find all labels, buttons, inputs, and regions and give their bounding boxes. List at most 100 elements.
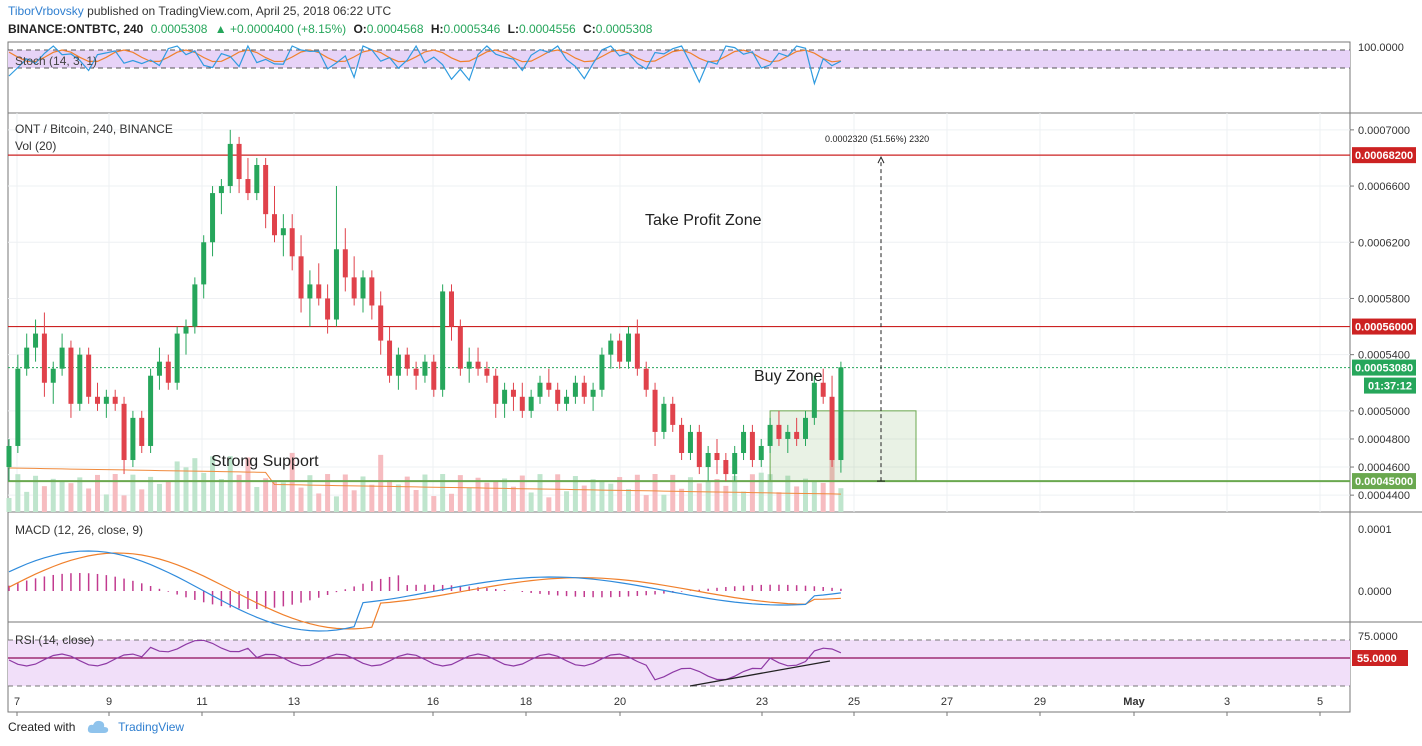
volume-bar (572, 476, 578, 512)
candle-body (404, 354, 410, 369)
candle-body (741, 431, 747, 453)
time-axis-tick: 18 (520, 696, 532, 708)
volume-bar (732, 475, 738, 512)
volume-bar (210, 456, 216, 512)
time-axis-tick: 5 (1317, 696, 1323, 708)
candle-body (829, 396, 835, 461)
candle-body (608, 340, 614, 355)
volume-bar (626, 489, 631, 512)
price-axis-tick: 0.0006600 (1358, 181, 1410, 193)
candle-body (41, 333, 47, 383)
volume-bar (696, 483, 702, 512)
open-label: O: (353, 22, 367, 36)
last-price-badge-text: 0.00053080 (1355, 363, 1413, 375)
candle-body (687, 431, 693, 453)
candle-body (156, 361, 162, 376)
time-axis-tick: 29 (1034, 696, 1046, 708)
tradingview-link[interactable]: TradingView (118, 720, 185, 734)
volume-bar (422, 474, 428, 512)
volume-bar (776, 492, 782, 512)
candle-body (77, 354, 83, 404)
candle-body (360, 277, 366, 299)
price-axis-tick: 0.0005400 (1358, 350, 1410, 362)
rsi-trend-line[interactable] (689, 660, 831, 687)
time-axis-tick: 13 (288, 696, 300, 708)
candle-body (95, 396, 100, 404)
volume-bar (413, 490, 419, 512)
rsi-line (8, 639, 842, 681)
time-axis-tick: 25 (848, 696, 860, 708)
candle-body (590, 389, 596, 397)
volume-bar (307, 475, 313, 512)
volume-bar (139, 489, 145, 512)
candle-body (440, 291, 446, 390)
volume-bar (617, 477, 623, 512)
volume-bar (431, 496, 437, 512)
volume-bar (484, 482, 490, 512)
volume-bar (121, 495, 127, 512)
candle-body (767, 424, 773, 446)
symbol-label[interactable]: BINANCE:ONTBTC, 240 (8, 22, 144, 36)
time-axis-tick: 9 (106, 696, 112, 708)
volume-bar (785, 475, 791, 512)
candle-body (776, 424, 782, 439)
rsi-axis-tick: 75.0000 (1358, 631, 1398, 643)
time-axis-tick: 27 (941, 696, 953, 708)
volume-bar (829, 452, 835, 512)
chart-frame (7, 41, 1351, 713)
stoch-label: Stoch (14, 3, 1) (15, 54, 97, 68)
candle-body (387, 340, 393, 376)
candle-body (139, 417, 145, 446)
volume-bar (227, 456, 233, 512)
candle-body (174, 333, 180, 383)
volume-bar (360, 476, 366, 512)
candle-body (484, 368, 490, 376)
volume-bar (156, 483, 162, 512)
volume-bar (687, 477, 693, 512)
volume-bar (112, 474, 118, 512)
volume-bar (272, 481, 277, 512)
candle-body (245, 179, 251, 194)
buy-zone-label: Buy Zone (754, 368, 823, 385)
volume-bar (15, 474, 21, 512)
take-profit-label: Take Profit Zone (645, 212, 762, 229)
candle-body (68, 347, 74, 404)
candle-body (617, 340, 623, 362)
volume-bar (245, 457, 251, 512)
stoch-k-line (8, 44, 842, 86)
volume-bar (351, 490, 357, 512)
volume-bar (679, 488, 685, 512)
author-link[interactable]: TiborVrbovsky (8, 4, 84, 18)
volume-bar (820, 482, 826, 512)
volume-bar (555, 474, 561, 512)
candle-body (670, 403, 676, 425)
volume-bar (86, 488, 92, 512)
volume-bar (475, 477, 481, 512)
volume-bar (395, 484, 401, 512)
candle-body (24, 347, 30, 369)
time-axis-tick: 11 (196, 696, 207, 708)
candle-body (643, 368, 649, 390)
macd-line (8, 550, 841, 632)
candle-body (502, 389, 508, 404)
low-value: 0.0004556 (518, 22, 576, 36)
volume-bar (749, 474, 755, 512)
volume-bar (103, 494, 109, 512)
candle-body (555, 389, 561, 404)
candle-body (705, 452, 711, 468)
support-badge-text: 0.00045000 (1355, 476, 1413, 488)
volume-bar (325, 474, 331, 512)
rsi-band (8, 640, 1350, 686)
volume-bar (652, 474, 658, 512)
volume-bar (95, 474, 100, 512)
candle-body (227, 143, 233, 187)
volume-bar (741, 491, 747, 512)
high-label: H: (430, 22, 444, 36)
close-label: C: (583, 22, 596, 36)
macd-label: MACD (12, 26, close, 9) (15, 523, 143, 537)
candle-body (289, 228, 295, 257)
footer: Created with TradingView (8, 720, 184, 737)
volume-bar (705, 480, 711, 512)
countdown-badge (1364, 377, 1416, 394)
